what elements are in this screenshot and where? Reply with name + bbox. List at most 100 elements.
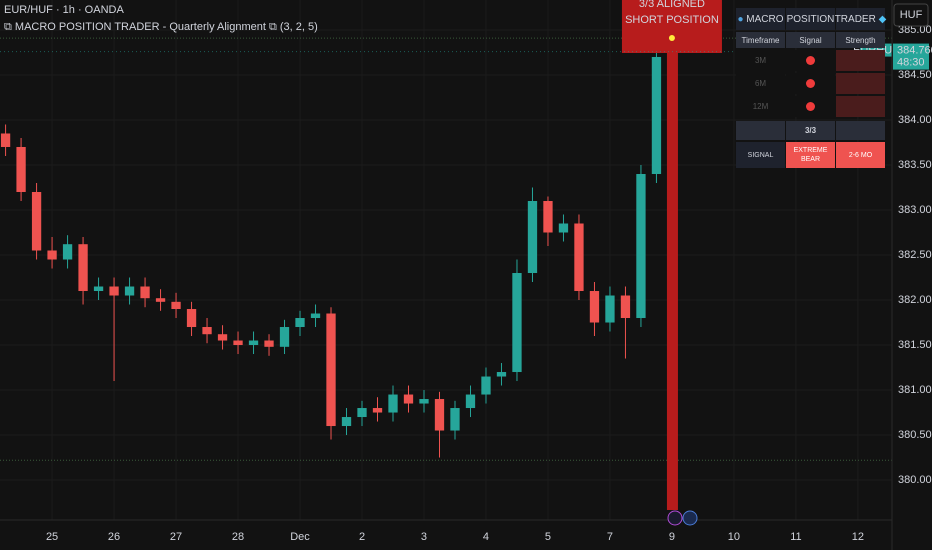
column-label: Timeframe [736, 32, 785, 48]
timeframe-label: 6M [736, 73, 785, 94]
score-cell [836, 121, 885, 140]
table-header: POSITION [786, 8, 835, 30]
signal-value: EXTREME BEAR [786, 142, 835, 168]
candle-body [620, 295, 631, 319]
candle-body [574, 223, 584, 292]
candle-body [357, 408, 367, 418]
x-tick-label: 9 [669, 531, 675, 543]
candle-body [434, 399, 445, 431]
candle-body [527, 200, 538, 274]
strength-cell [836, 50, 885, 71]
score-cell [736, 121, 785, 140]
banner-text: SHORT POSITION [625, 14, 719, 26]
candle-body [155, 298, 166, 302]
x-tick-label: 2 [359, 531, 365, 543]
banner [621, 0, 722, 53]
candle-body [233, 340, 243, 346]
candle-body [450, 408, 460, 431]
indicator-label: ⧉ MACRO POSITION TRADER - Quarterly Alig… [4, 21, 318, 33]
candle-body [124, 286, 135, 296]
timeframe-rows: 3M 6M 12M [736, 50, 887, 117]
candle-body [512, 273, 522, 373]
x-tick-label: 27 [170, 531, 182, 543]
candle-body [341, 417, 352, 427]
y-tick-label: 385.000 [898, 24, 932, 36]
candle-body [248, 340, 259, 346]
x-tick-label: 3 [421, 531, 427, 543]
y-tick-label: 383.000 [898, 204, 932, 216]
candle-body [605, 295, 615, 323]
candle-body [0, 133, 11, 147]
strength-cell [836, 96, 885, 117]
column-label: Strength [836, 32, 885, 48]
x-tick-label: 28 [232, 531, 244, 543]
event-icon[interactable] [682, 510, 698, 526]
candle-body [171, 301, 181, 310]
x-tick-label: 12 [852, 531, 864, 543]
y-tick-label: 381.500 [898, 339, 932, 351]
signal-cell [786, 96, 835, 117]
signal-dot [806, 102, 815, 111]
countdown-text: 48:30 [897, 56, 925, 68]
y-tick-label: 380.500 [898, 429, 932, 441]
candle-body [388, 394, 398, 413]
candle-body [651, 56, 662, 174]
candle-body [47, 250, 57, 260]
y-tick-label: 382.500 [898, 249, 932, 261]
candle-body [93, 286, 104, 292]
signal-label: SIGNAL [736, 142, 785, 168]
candle-body [295, 318, 305, 328]
price-tag-text: 384.760 [897, 44, 932, 56]
candle-body [186, 309, 197, 328]
candle-body [279, 327, 290, 347]
y-tick-label: 381.000 [898, 384, 932, 396]
candle-body [140, 286, 150, 299]
header-text: TRADER [834, 13, 876, 25]
signal-cell [786, 73, 835, 94]
banner-text: 3/3 ALIGNED [639, 0, 705, 10]
event-icon[interactable] [667, 510, 683, 526]
signal-horizon: 2-6 MO [836, 142, 885, 168]
y-tick-label: 382.000 [898, 294, 932, 306]
score: 3/3 [786, 121, 835, 140]
candle-body [496, 372, 507, 377]
candle-body [31, 191, 42, 251]
signal-dot [806, 79, 815, 88]
candle-body [372, 408, 383, 413]
candle-body [16, 146, 26, 192]
signal-star [668, 35, 675, 41]
candle-body [481, 376, 491, 395]
x-tick-label: 11 [790, 531, 801, 543]
axes: 385.000 384.500 384.000 383.500 383.000 382.5… [46, 24, 932, 543]
column-label: Signal [786, 32, 835, 48]
candle-body [403, 394, 414, 404]
candle-body [217, 334, 228, 341]
candles [0, 29, 677, 458]
chart-title: EUR/HUF · 1h · OANDA [4, 4, 124, 16]
strength-cell [836, 73, 885, 94]
signal-dot [806, 56, 815, 65]
candle-body [636, 173, 646, 319]
x-tick-label: 10 [728, 531, 740, 543]
candle-body [326, 313, 336, 427]
candle-body [264, 340, 274, 347]
y-tick-label: 384.500 [898, 69, 932, 81]
currency-button-label[interactable]: HUF [900, 9, 923, 21]
timeframe-row: 12M [736, 96, 887, 117]
timeframe-row: 3M [736, 50, 887, 71]
candle-body [62, 244, 73, 260]
candle-body [78, 244, 88, 292]
x-tick-label: 4 [483, 531, 489, 543]
signal-bar [666, 48, 678, 510]
candle-body [419, 399, 429, 404]
x-tick-label: 5 [545, 531, 551, 543]
candle-body [589, 291, 600, 323]
table-header: TRADER ◆ [834, 8, 886, 30]
timeframe-label: 12M [736, 96, 785, 117]
candle-body [109, 286, 119, 296]
timeframe-label: 3M [736, 50, 785, 71]
candle-body [202, 327, 212, 335]
currency-button[interactable] [893, 3, 929, 27]
x-tick-label: 7 [607, 531, 613, 543]
